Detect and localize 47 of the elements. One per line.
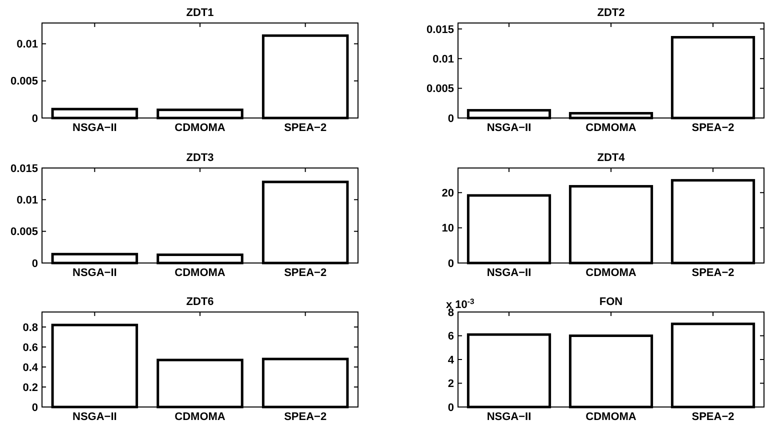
y-tick-label: 0.4 [22,362,39,374]
x-tick-label: NSGA−II [486,411,532,423]
y-tick-label: 2 [448,378,454,390]
y-tick-label: 0.01 [16,38,38,51]
y-tick-label: 0.015 [10,162,38,175]
x-tick-label: NSGA−II [72,122,117,134]
chart-title: ZDT3 [186,152,214,164]
x-tick-label: CDMOMA [586,267,636,279]
x-tick-label: SPEA−2 [284,267,327,279]
y-tick-label: 0 [448,258,454,270]
x-tick-label: NSGA−II [486,122,532,134]
x-tick-label: SPEA−2 [692,122,734,134]
x-tick-label: CDMOMA [174,411,226,423]
y-tick-label: 0.8 [22,322,38,334]
y-tick-label: 0 [32,258,38,270]
x-tick-label: NSGA−II [72,267,117,279]
y-tick-label: 0.01 [16,194,38,207]
x-tick-label: CDMOMA [174,267,226,279]
y-tick-label: 0.005 [10,76,38,88]
y-tick-label: 4 [448,354,455,366]
chart-title: ZDT2 [597,7,625,19]
y-tick-label: 0.005 [426,83,454,96]
y-tick-label: 0.6 [22,342,38,354]
y-tick-label: 10 [442,222,454,235]
y-tick-label: 0 [448,112,454,125]
y-tick-label: 0.005 [10,226,38,238]
y-tick-label: 0 [32,112,38,125]
y-tick-label: 20 [442,187,454,200]
x-tick-label: CDMOMA [586,122,636,134]
chart-title: FON [599,296,623,308]
x-tick-label: SPEA−2 [284,122,327,134]
x-tick-label: SPEA−2 [692,411,734,423]
x-tick-label: CDMOMA [174,122,226,134]
x-tick-label: NSGA−II [72,411,117,423]
chart-title: ZDT4 [597,152,626,164]
x-tick-label: CDMOMA [586,411,636,423]
y-tick-label: 0 [32,402,38,414]
y-tick-label: 0.01 [432,53,454,66]
x-tick-label: SPEA−2 [692,267,734,279]
y-tick-label: 0.2 [22,382,38,394]
chart-title: ZDT6 [186,296,214,308]
x-tick-label: NSGA−II [486,267,532,279]
chart-title: ZDT1 [186,7,214,19]
y-tick-label: 0 [448,402,454,414]
y-tick-label: 6 [448,330,454,343]
y-tick-label: 0.015 [426,24,454,36]
x-tick-label: SPEA−2 [284,411,327,423]
